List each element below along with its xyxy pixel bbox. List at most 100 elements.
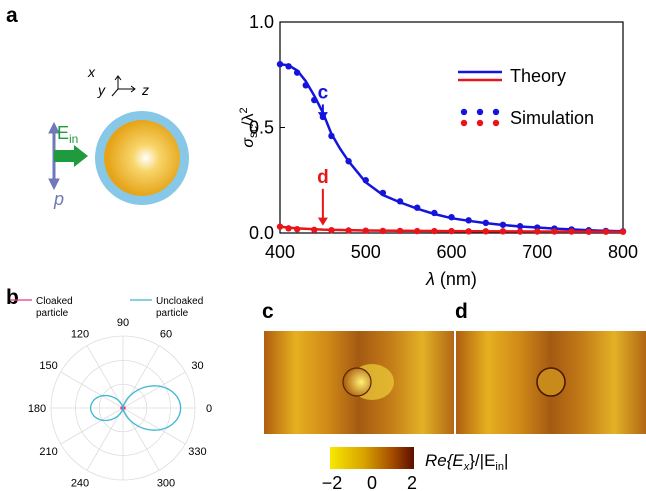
dipole-label: p — [53, 189, 64, 209]
polar-grid-spoke — [122, 407, 160, 471]
series-point — [482, 228, 489, 235]
legend-label: Simulation — [510, 108, 594, 128]
series-point — [448, 213, 455, 221]
polar-grid-spoke — [60, 407, 124, 445]
x-tick-label: 800 — [608, 242, 638, 262]
series-point — [499, 221, 507, 228]
panel-label-c: c — [262, 300, 274, 323]
series-point — [276, 223, 284, 230]
polar-angle-label: 150 — [39, 360, 57, 372]
polar-grid-spoke — [86, 345, 124, 409]
series-point — [414, 204, 421, 211]
x-tick-label: 500 — [351, 242, 381, 262]
series-point — [448, 227, 455, 235]
series-point — [311, 96, 318, 104]
polar-angle-label: 240 — [71, 477, 89, 489]
polar-grid-spoke — [122, 407, 186, 445]
series-point — [276, 60, 284, 68]
polar-angle-label: 90 — [117, 317, 129, 329]
annotation-arrowhead — [317, 112, 328, 121]
scattering-chart: 400 500 600 700 800 0.0 0.5 1.0 λ (nm) σsc/λ2 c d Th… — [238, 12, 638, 289]
series-point — [431, 209, 438, 217]
annotation-label: c — [318, 82, 329, 103]
polar-series-curve — [89, 385, 182, 431]
series-point — [379, 189, 387, 197]
polar-chart: 0306090120150180210240270300330Cloakedpa… — [10, 296, 212, 490]
polar-grid-spoke — [122, 371, 186, 409]
series-point — [379, 227, 387, 235]
polar-grid-spoke — [122, 345, 160, 409]
polar-legend-label: Uncloaked — [156, 296, 203, 307]
colorbar-tick-max: 2 — [407, 473, 417, 491]
particle-schematic: x y z Ein p — [48, 64, 189, 209]
series-point — [285, 225, 292, 232]
polar-legend-label: particle — [156, 308, 189, 319]
series-point — [482, 219, 489, 227]
legend-point — [476, 108, 484, 116]
legend-label: Theory — [510, 66, 566, 86]
series-point — [328, 132, 335, 140]
field-map-d — [456, 331, 646, 434]
y-tick-label: 0.0 — [249, 223, 274, 243]
polar-angle-label: 270 — [114, 489, 132, 490]
colorbar-tick-min: −2 — [322, 473, 343, 491]
polar-grid-spoke — [86, 407, 124, 471]
axis-y-label: y — [97, 82, 106, 98]
particle-outline — [536, 367, 566, 397]
polar-legend-label: particle — [36, 308, 69, 319]
field-map-c — [264, 331, 454, 434]
colorbar-tick-mid: 0 — [367, 473, 377, 491]
core-circle — [104, 120, 180, 196]
series-point — [534, 228, 541, 235]
series-point — [516, 223, 524, 230]
field-arrow-icon — [54, 145, 88, 167]
series-point — [465, 217, 472, 224]
polar-angle-label: 120 — [71, 329, 89, 341]
series-point — [302, 82, 309, 89]
y-tick-label: 1.0 — [249, 12, 274, 32]
polar-angle-label: 330 — [188, 446, 206, 458]
legend-point — [492, 108, 500, 116]
series-line — [279, 62, 624, 233]
legend-point — [492, 119, 500, 127]
polar-angle-label: 300 — [157, 477, 175, 489]
series-point — [602, 228, 610, 235]
axis-z-label: z — [141, 82, 149, 98]
series-point — [293, 226, 301, 233]
legend-point — [476, 119, 484, 127]
series-point — [328, 227, 335, 234]
particle-outline — [342, 367, 372, 397]
x-tick-label: 600 — [436, 242, 466, 262]
series-point — [345, 227, 352, 234]
legend-point — [460, 119, 468, 127]
series-point — [345, 158, 352, 165]
panel-label-b: b — [6, 286, 19, 309]
series-point — [619, 228, 627, 235]
axis-x-label: x — [87, 64, 96, 80]
series-point — [568, 228, 575, 235]
field-label: Ein — [57, 123, 78, 146]
series-point — [585, 228, 592, 235]
polar-angle-label: 210 — [39, 446, 57, 458]
series-point — [396, 227, 404, 235]
colorbar-label: Re{Ex}/|Ein| — [425, 451, 508, 473]
polar-angle-label: 30 — [191, 360, 203, 372]
polar-angle-label: 60 — [160, 329, 172, 341]
axis-triad-icon — [111, 75, 136, 97]
series-point — [285, 63, 292, 70]
x-axis-label: λ (nm) — [425, 269, 477, 289]
series-point — [362, 177, 369, 184]
annotation-label: d — [317, 167, 329, 188]
series-point — [311, 226, 318, 234]
y-axis-label: σsc/λ2 — [238, 107, 260, 147]
colorbar-gradient — [330, 447, 414, 469]
polar-angle-label: 0 — [206, 403, 212, 415]
series-point — [551, 228, 558, 235]
panel-label-a: a — [6, 4, 18, 27]
polar-legend-label: Cloaked — [36, 296, 73, 307]
colorbar: −2 0 2 Re{Ex}/|Ein| — [322, 447, 508, 491]
series-point — [362, 227, 369, 234]
series-point — [396, 198, 404, 205]
y-tick-label: 0.5 — [249, 118, 274, 138]
x-tick-label: 400 — [265, 242, 295, 262]
